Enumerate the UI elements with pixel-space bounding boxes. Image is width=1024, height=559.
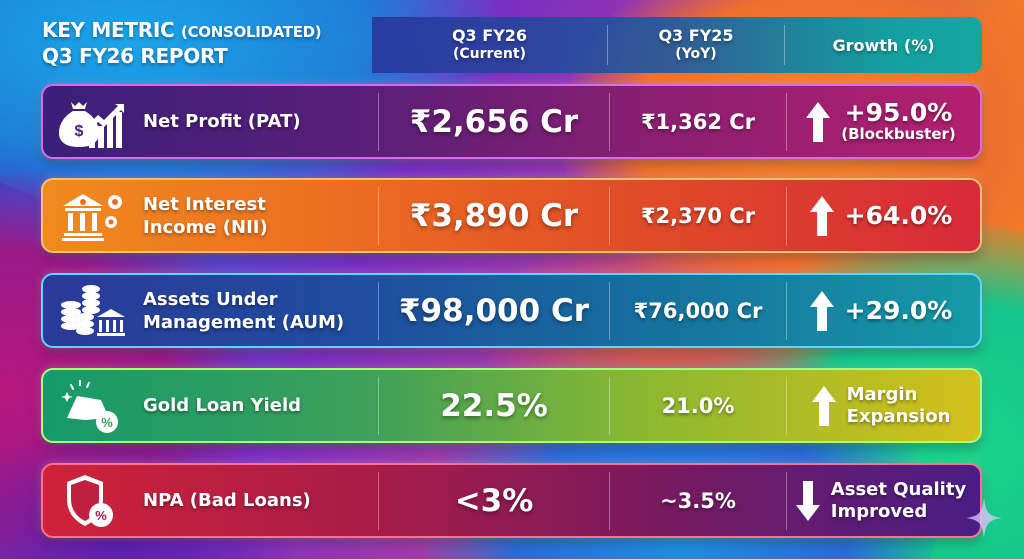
metric-name: Assets Under Management (AUM) xyxy=(143,288,344,334)
current-value: <3% xyxy=(454,482,534,519)
previous-value: 21.0% xyxy=(661,393,735,418)
svg-text:%: % xyxy=(95,508,107,523)
svg-text:$: $ xyxy=(75,123,84,140)
current-value: ₹98,000 Cr xyxy=(398,292,590,329)
coins-bank-icon xyxy=(43,275,143,346)
metric-row-net-interest-income: Net Interest Income (NII) ₹3,890 Cr ₹2,3… xyxy=(41,178,982,253)
growth-value: +29.0% xyxy=(844,295,953,325)
svg-text:%: % xyxy=(101,415,113,430)
divider xyxy=(786,471,787,530)
metric-name: Gold Loan Yield xyxy=(143,395,301,416)
arrow-up-icon xyxy=(809,195,834,236)
report-title: KEY METRIC (CONSOLIDATED) Q3 FY26 REPORT xyxy=(42,18,322,68)
metric-row-net-profit: $ Net Profit (PAT) ₹2,656 Cr ₹1,362 Cr +… xyxy=(41,84,982,159)
divider xyxy=(378,92,379,151)
metric-name-line2: Management (AUM) xyxy=(143,311,345,333)
divider xyxy=(786,376,787,435)
column-sublabel: (YoY) xyxy=(675,46,717,62)
previous-value: ~3.5% xyxy=(660,488,736,513)
column-header-growth: Growth (%) xyxy=(785,17,982,73)
growth-note-line2: Expansion xyxy=(846,405,951,427)
sparkle-icon xyxy=(966,498,1002,538)
growth-note: (Blockbuster) xyxy=(841,125,956,143)
metric-name-line2: Income (NII) xyxy=(143,216,268,238)
divider xyxy=(378,376,379,435)
divider xyxy=(609,281,610,340)
metric-row-gold-loan-yield: % Gold Loan Yield 22.5% 21.0% Margin Expa… xyxy=(41,368,982,443)
column-label: Q3 FY26 xyxy=(451,26,528,45)
growth-value: +95.0% xyxy=(844,98,953,127)
divider xyxy=(378,186,379,245)
current-value: ₹3,890 Cr xyxy=(409,197,579,234)
metric-name: Net Interest Income (NII) xyxy=(143,193,268,239)
growth-note-line1: Margin xyxy=(846,383,918,405)
title-qualifier: (CONSOLIDATED) xyxy=(181,23,322,41)
growth-note-line2: Improved xyxy=(830,500,928,522)
metric-name: Net Profit (PAT) xyxy=(143,111,301,132)
title-main: KEY METRIC xyxy=(42,18,175,42)
column-header-previous: Q3 FY25 (YoY) xyxy=(608,17,784,73)
growth-note-line1: Asset Quality xyxy=(830,478,967,500)
divider xyxy=(378,471,379,530)
bank-gears-icon xyxy=(43,180,143,251)
divider xyxy=(609,186,610,245)
column-label: Growth (%) xyxy=(832,35,935,55)
money-bag-chart-icon: $ xyxy=(43,86,143,157)
metric-name-line1: Net Interest xyxy=(143,193,266,215)
divider xyxy=(378,281,379,340)
arrow-up-icon xyxy=(806,101,831,142)
arrow-up-icon xyxy=(811,385,836,426)
gold-bar-percent-icon: % xyxy=(43,370,143,441)
divider xyxy=(786,92,787,151)
divider xyxy=(609,376,610,435)
metric-name: NPA (Bad Loans) xyxy=(143,490,311,511)
growth-value: +64.0% xyxy=(844,200,953,230)
divider xyxy=(784,25,785,65)
current-value: 22.5% xyxy=(440,387,548,424)
divider xyxy=(786,186,787,245)
divider xyxy=(607,25,608,65)
column-header-current: Q3 FY26 (Current) xyxy=(372,17,607,73)
previous-value: ₹1,362 Cr xyxy=(640,109,756,134)
arrow-up-icon xyxy=(809,290,834,331)
metric-name-line1: Assets Under xyxy=(143,288,278,310)
current-value: ₹2,656 Cr xyxy=(409,103,579,140)
previous-value: ₹76,000 Cr xyxy=(633,298,763,323)
column-label: Q3 FY25 xyxy=(658,26,734,45)
title-subtitle: Q3 FY26 REPORT xyxy=(42,44,228,68)
shield-percent-icon: % xyxy=(43,465,143,536)
divider xyxy=(786,281,787,340)
divider xyxy=(609,471,610,530)
metric-row-aum: Assets Under Management (AUM) ₹98,000 Cr… xyxy=(41,273,982,348)
arrow-down-icon xyxy=(795,480,820,521)
column-header-bar: Q3 FY26 (Current) Q3 FY25 (YoY) Growth (… xyxy=(372,17,982,73)
previous-value: ₹2,370 Cr xyxy=(640,203,756,228)
column-sublabel: (Current) xyxy=(452,46,526,62)
divider xyxy=(609,92,610,151)
metric-row-npa: % NPA (Bad Loans) <3% ~3.5% Asset Qualit… xyxy=(41,463,982,538)
